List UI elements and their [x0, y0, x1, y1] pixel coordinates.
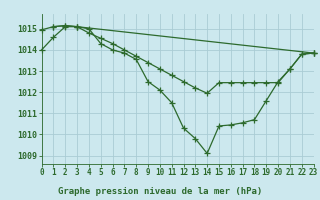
- Text: Graphe pression niveau de la mer (hPa): Graphe pression niveau de la mer (hPa): [58, 187, 262, 196]
